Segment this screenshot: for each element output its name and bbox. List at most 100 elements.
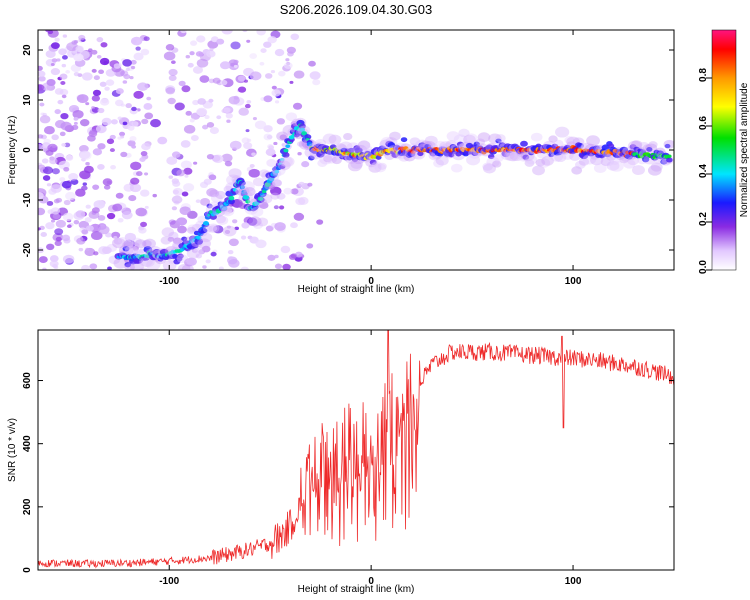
spectrogram-cell <box>347 160 363 172</box>
spectrogram-cell <box>183 183 195 192</box>
spectrogram-cell <box>72 109 84 119</box>
spectrogram-cell <box>85 204 91 209</box>
spectrogram-cell <box>241 222 250 229</box>
spectrogram-cell <box>466 154 481 166</box>
spectrogram-cell <box>580 142 591 151</box>
spectrogram-cell <box>171 151 181 158</box>
spectrogram-cell <box>61 143 67 147</box>
spectrogram-cell <box>92 148 103 156</box>
spectrogram-cell <box>141 142 151 151</box>
spectrogram-cell <box>282 263 291 270</box>
spectrogram-cell <box>181 191 189 197</box>
spectrogram-cell <box>343 133 353 141</box>
spectrogram-cell <box>246 217 258 226</box>
spectrogram-cell <box>232 188 238 192</box>
spectrogram-cell <box>65 154 74 161</box>
spectrogram-cell <box>233 59 239 64</box>
spectrogram-cell <box>283 62 293 70</box>
spectrogram-cell <box>631 140 643 149</box>
spectrogram-xtick-label: 100 <box>565 276 582 287</box>
snr-xlabel: Height of straight line (km) <box>298 584 415 595</box>
spectrogram-cell <box>285 144 291 149</box>
spectrogram-cell <box>285 112 298 122</box>
spectrogram-cell <box>61 63 67 68</box>
spectrogram-cell <box>42 166 54 175</box>
spectrogram-cell <box>98 69 105 75</box>
spectrogram-cell <box>113 63 121 69</box>
spectrogram-cell <box>208 174 217 181</box>
spectrogram-cell <box>78 247 84 252</box>
colorbar-tick-label: 0.8 <box>698 68 709 82</box>
spectrogram-cell <box>58 48 67 56</box>
spectrogram-cell <box>45 222 55 230</box>
spectrogram-cell <box>331 156 342 165</box>
spectrogram-cell <box>196 235 202 240</box>
spectrogram-cell <box>138 267 150 270</box>
spectrogram-cell <box>254 120 267 130</box>
spectrogram-cell <box>417 151 424 157</box>
spectrogram-cell <box>218 266 224 270</box>
spectrogram-cell <box>112 237 126 249</box>
spectrogram-cell <box>46 183 52 187</box>
spectrogram-cell <box>73 72 80 77</box>
spectrogram-cell <box>139 157 146 162</box>
spectrogram-cell <box>245 199 251 204</box>
spectrogram-cell <box>75 45 85 53</box>
spectrogram-cell <box>279 156 293 167</box>
snr-ytick-label: 600 <box>22 372 33 389</box>
spectrogram-cell <box>59 73 68 80</box>
spectrogram-cell <box>190 40 198 46</box>
spectrogram-cell <box>309 71 321 80</box>
spectrogram-cell <box>127 125 135 131</box>
spectrogram-cell <box>554 152 567 163</box>
spectrogram-cell <box>233 64 238 68</box>
spectrogram-cell <box>458 128 470 138</box>
spectrogram-cell <box>264 182 271 187</box>
spectrogram-cell <box>124 262 132 268</box>
spectrogram-cell <box>54 109 61 115</box>
spectrogram-cell <box>246 39 251 43</box>
spectrogram-cell <box>186 248 200 259</box>
spectrogram-cell <box>348 147 355 153</box>
spectrogram-cell <box>97 107 105 114</box>
spectrogram-cell <box>298 123 306 129</box>
spectrogram-cell <box>205 259 211 264</box>
spectrogram-cell <box>146 96 152 101</box>
spectrogram-cell <box>325 155 337 164</box>
spectrogram-cell <box>146 259 161 270</box>
spectrogram-cell <box>189 118 195 123</box>
spectrogram-cell <box>79 170 91 180</box>
spectrogram-cell <box>91 207 100 214</box>
spectrogram-cell <box>210 193 223 203</box>
spectrogram-cell <box>609 157 620 165</box>
spectrogram-cell <box>243 187 256 197</box>
snr-ytick-label: 400 <box>22 435 33 452</box>
spectrogram-cell <box>409 137 421 146</box>
spectrogram-cell <box>623 159 636 169</box>
spectrogram-cell <box>200 228 208 234</box>
spectrogram-cell <box>576 143 584 149</box>
spectrogram-cell <box>646 146 653 152</box>
snr-xtick-label: 100 <box>565 576 582 587</box>
spectrogram-cell <box>666 157 673 163</box>
spectrogram-cell <box>62 212 74 221</box>
spectrogram-cell <box>228 258 240 268</box>
spectrogram-cell <box>171 60 176 65</box>
spectrogram-cell <box>50 63 55 67</box>
snr-xtick-label: 0 <box>368 576 374 587</box>
spectrogram-cell <box>240 266 249 270</box>
spectrogram-cell <box>46 79 56 87</box>
figure-title: S206.2026.109.04.30.G03 <box>280 2 433 17</box>
spectrogram-ytick-label: -10 <box>22 192 33 207</box>
spectrogram-cell <box>56 58 61 62</box>
spectrogram-cell <box>463 134 476 145</box>
spectrogram-cell <box>196 107 208 117</box>
spectrogram-cell <box>135 171 143 177</box>
spectrogram-cell <box>270 70 276 74</box>
spectrogram-cell <box>212 77 221 84</box>
spectrogram-cell <box>257 196 264 201</box>
spectrogram-cell <box>75 188 86 197</box>
spectrogram-cell <box>140 221 148 228</box>
snr-axes: -100 0 100 0 200 400 600 <box>22 330 674 587</box>
spectrogram-cell <box>201 245 211 253</box>
